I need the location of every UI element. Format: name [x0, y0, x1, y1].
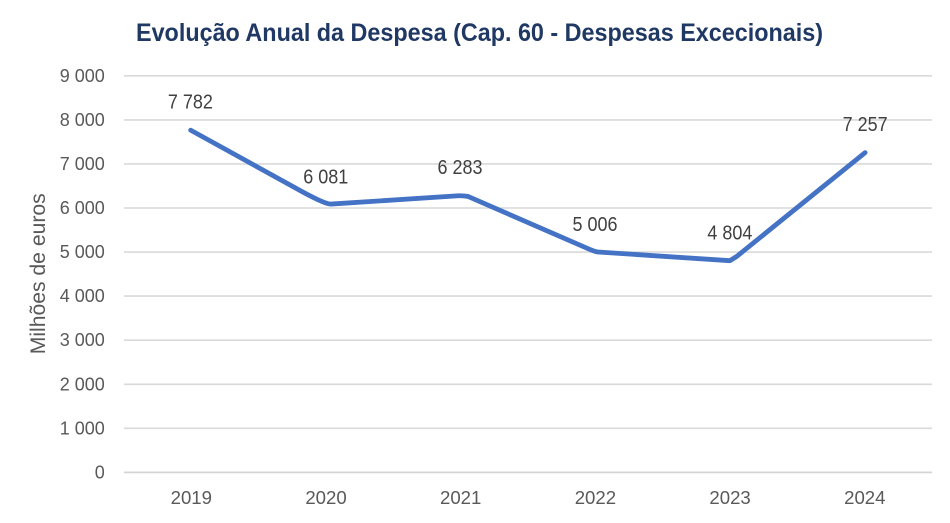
svg-text:6 000: 6 000: [60, 198, 105, 218]
svg-text:5 000: 5 000: [60, 242, 105, 262]
svg-text:4 000: 4 000: [60, 286, 105, 306]
svg-text:9 000: 9 000: [60, 66, 105, 86]
svg-text:2024: 2024: [844, 487, 885, 508]
svg-text:2023: 2023: [709, 487, 750, 508]
svg-text:4 804: 4 804: [707, 223, 752, 245]
svg-text:6 081: 6 081: [303, 166, 348, 188]
svg-text:7 782: 7 782: [168, 92, 213, 114]
svg-text:1 000: 1 000: [60, 418, 105, 438]
svg-text:6 283: 6 283: [438, 157, 483, 179]
svg-text:2019: 2019: [171, 487, 212, 508]
svg-text:7 257: 7 257: [843, 114, 888, 136]
svg-text:2022: 2022: [575, 487, 616, 508]
svg-text:2 000: 2 000: [60, 374, 105, 394]
svg-text:5 006: 5 006: [573, 214, 618, 236]
svg-text:2021: 2021: [440, 487, 481, 508]
svg-text:2020: 2020: [305, 487, 346, 508]
svg-text:Milhões de euros: Milhões de euros: [26, 193, 50, 354]
svg-text:Evolução Anual da Despesa (Cap: Evolução Anual da Despesa (Cap. 60 - Des…: [136, 20, 823, 47]
svg-text:3 000: 3 000: [60, 330, 105, 350]
svg-text:7 000: 7 000: [60, 154, 105, 174]
svg-text:0: 0: [95, 462, 105, 482]
svg-text:8 000: 8 000: [60, 110, 105, 130]
